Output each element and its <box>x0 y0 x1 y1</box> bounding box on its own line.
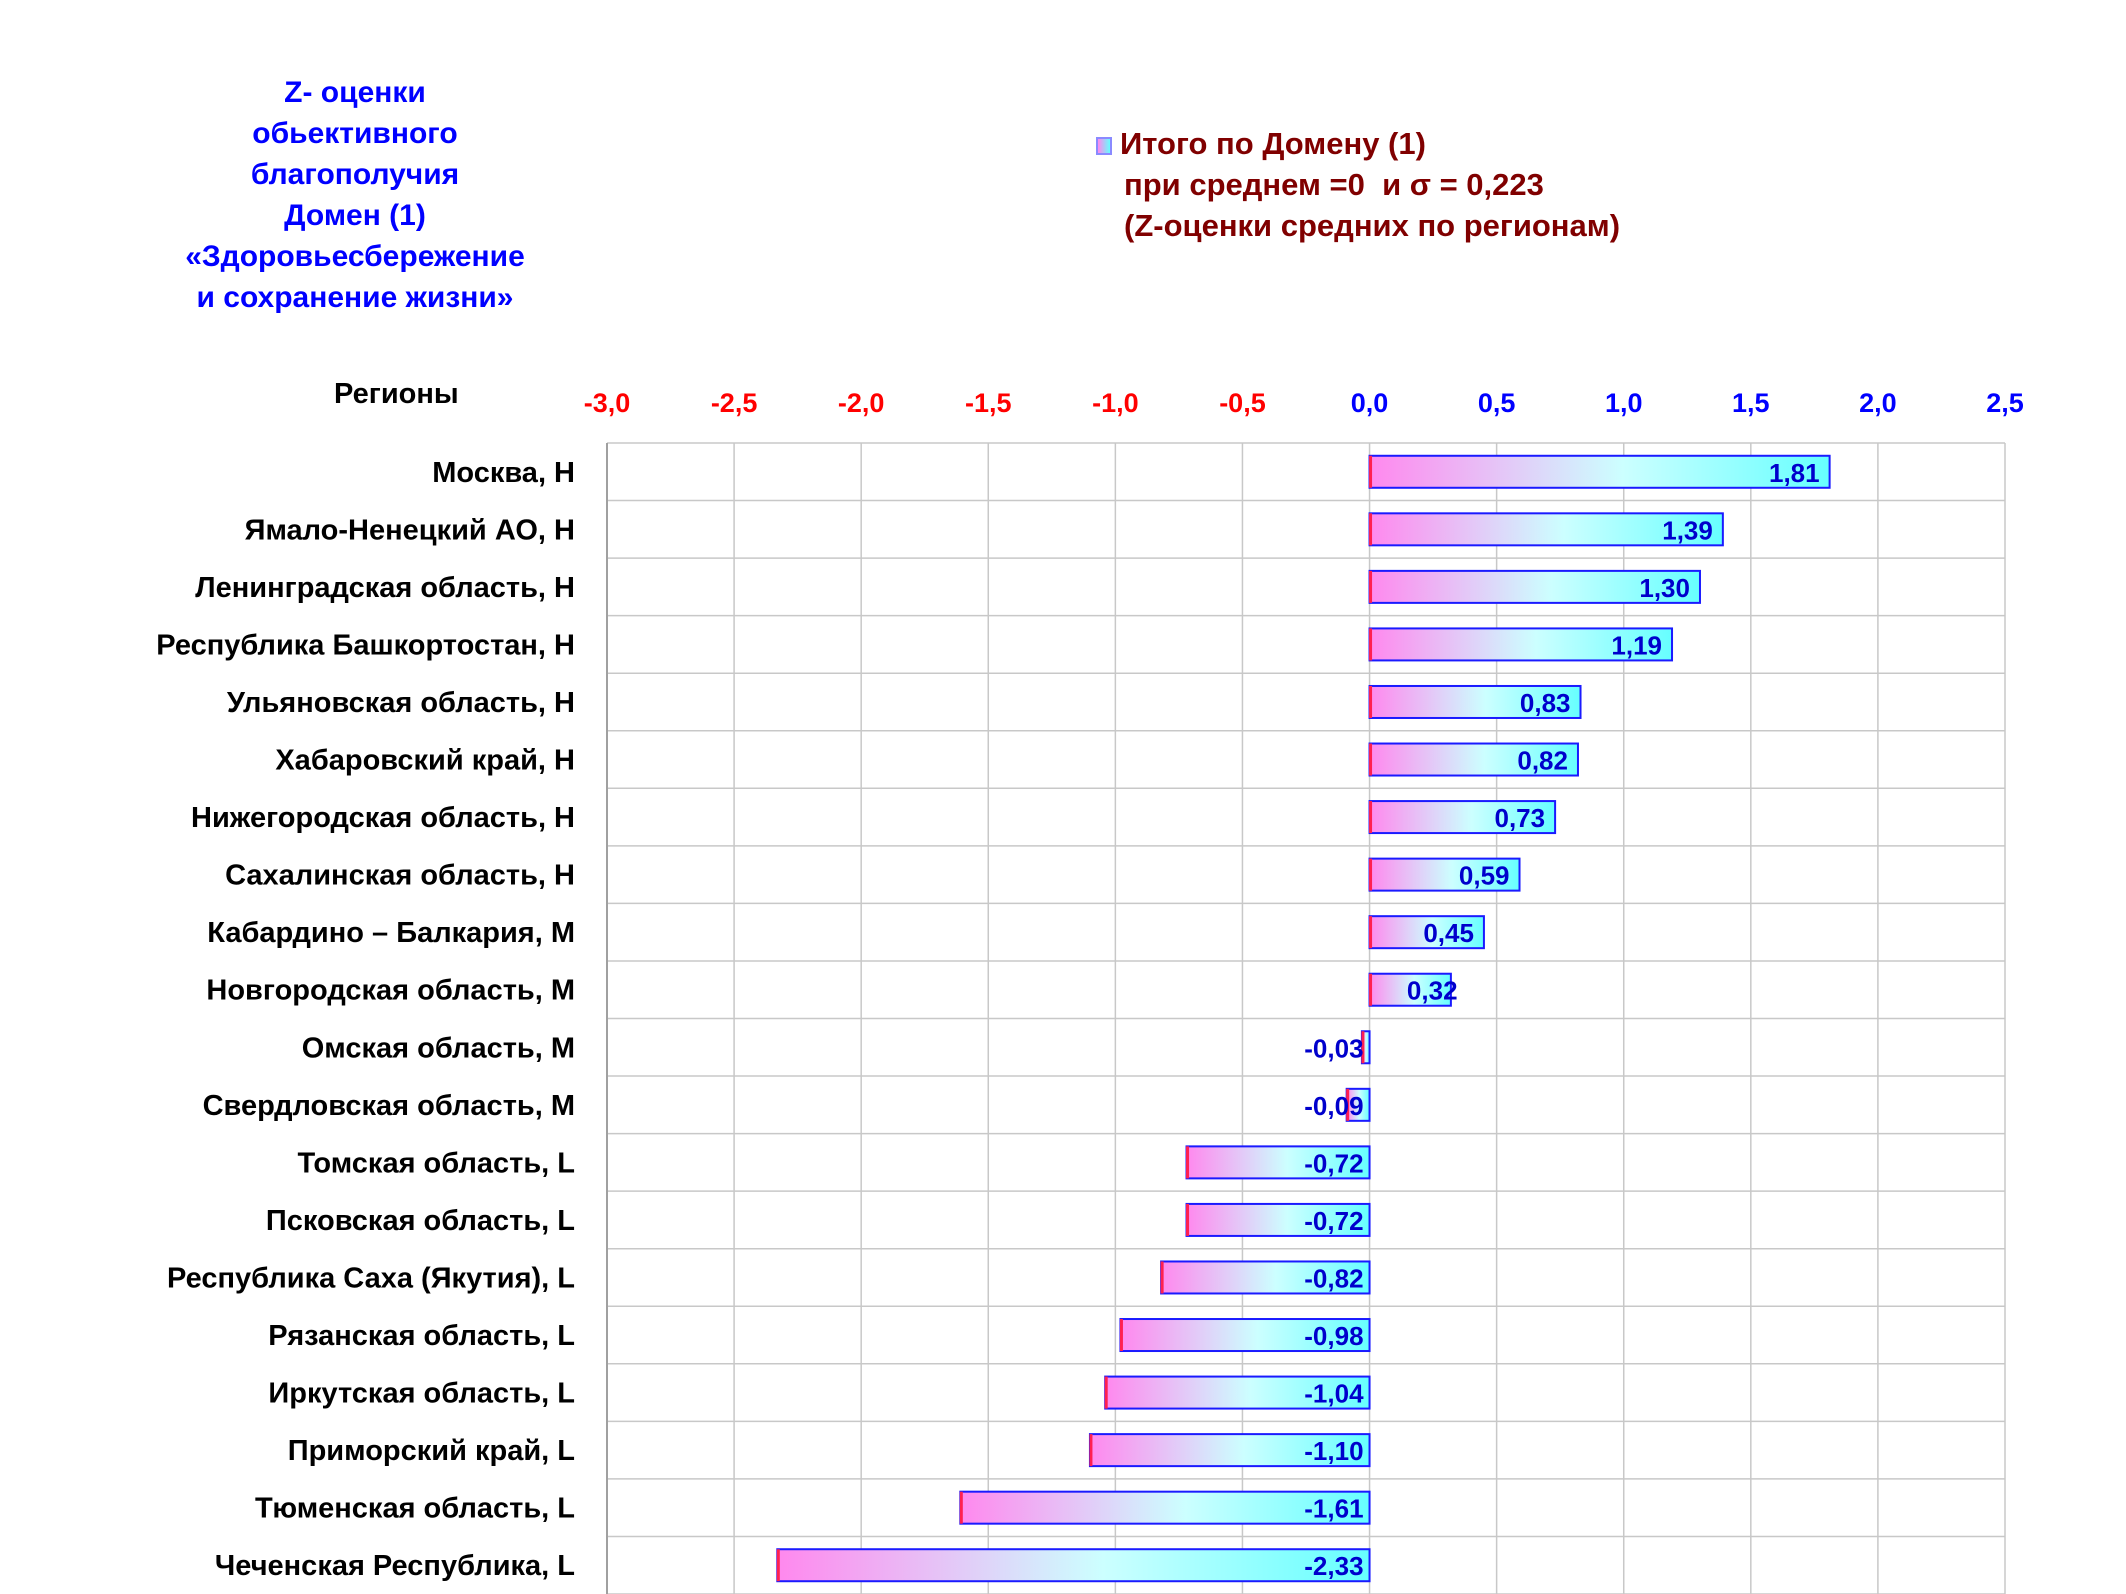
data-label: 1,30 <box>1639 573 1690 603</box>
title-line: Z- оценки <box>284 76 426 109</box>
category-label: Псковская область, L <box>266 1205 575 1237</box>
bar <box>1088 1433 1371 1468</box>
bar <box>1368 627 1674 662</box>
data-label: -0,09 <box>1304 1091 1363 1121</box>
bar <box>1368 454 1831 489</box>
bar <box>1104 1375 1371 1410</box>
data-label: 1,81 <box>1769 458 1820 488</box>
category-label: Рязанская область, L <box>268 1320 575 1352</box>
bar <box>1160 1260 1371 1295</box>
data-label: -0,72 <box>1304 1148 1363 1178</box>
y-axis-title: Регионы <box>334 378 459 410</box>
category-labels: Москва, Н Ямало-Ненецкий АО, Н Ленинградск… <box>156 457 575 1582</box>
category-label: Иркутская область, L <box>268 1378 575 1410</box>
category-label: Омская область, М <box>302 1032 575 1064</box>
category-label: Кабардино – Балкария, М <box>207 917 575 949</box>
data-label: -0,72 <box>1304 1206 1363 1236</box>
data-label: -0,98 <box>1304 1321 1363 1351</box>
x-tick-label: -2,0 <box>838 388 885 418</box>
data-label: -1,61 <box>1304 1494 1363 1524</box>
data-label: -0,82 <box>1304 1263 1363 1293</box>
bar <box>959 1490 1371 1525</box>
data-label: -1,10 <box>1304 1436 1363 1466</box>
category-label: Москва, Н <box>432 457 575 489</box>
x-tick-label: -2,5 <box>711 388 758 418</box>
gridlines <box>606 442 2006 1594</box>
title-line: благополучия <box>250 158 460 191</box>
x-tick-label: 1,0 <box>1605 388 1643 418</box>
category-label: Чеченская Республика, L <box>215 1550 575 1582</box>
legend-swatch <box>1096 137 1112 155</box>
category-label: Свердловская область, М <box>203 1090 575 1122</box>
x-tick-label: 1,5 <box>1732 388 1770 418</box>
data-label: 1,19 <box>1611 630 1662 660</box>
category-label: Республика Саха (Якутия), L <box>167 1262 575 1294</box>
legend-line: Итого по Домену (1) <box>1120 126 1426 161</box>
title-line: и сохранение жизни» <box>196 281 514 314</box>
category-label: Новгородская область, М <box>206 975 575 1007</box>
x-tick-label: 2,0 <box>1859 388 1897 418</box>
bar <box>1368 569 1701 604</box>
x-tick-label: -3,0 <box>584 388 631 418</box>
category-label: Республика Башкортостан, Н <box>156 629 575 661</box>
data-label: -1,04 <box>1304 1379 1364 1409</box>
bar <box>1368 800 1557 835</box>
title-line: обьективного <box>252 117 458 150</box>
title-line: «Здоровьесбережение <box>185 240 525 273</box>
data-label: 1,39 <box>1662 515 1713 545</box>
category-label: Тюменская область, L <box>255 1493 575 1525</box>
legend-line: при среднем =0 и σ = 0,223 <box>1124 167 1544 202</box>
legend-line: (Z-оценки средних по регионам) <box>1124 208 1621 243</box>
x-axis-ticks: -3,0 -2,5 -2,0 -1,5 -1,0 -0,5 0,0 0,5 1,0 1,5 2,0 2… <box>584 388 2024 418</box>
x-tick-label: 0,0 <box>1351 388 1389 418</box>
category-label: Хабаровский край, Н <box>275 745 575 777</box>
category-label: Приморский край, L <box>288 1435 575 1467</box>
bar <box>1119 1318 1371 1353</box>
data-label: 0,82 <box>1517 746 1568 776</box>
category-label: Нижегородская область, Н <box>191 802 575 834</box>
bars: 1,81 1,39 1,30 1,19 0,83 0,82 0,73 0,59 0,45 0,32… <box>776 454 1831 1583</box>
data-label: -0,03 <box>1304 1033 1363 1063</box>
category-label: Ленинградская область, Н <box>195 572 575 604</box>
data-label: 0,83 <box>1520 688 1571 718</box>
legend-entry: Итого по Домену (1) <box>1096 123 1620 164</box>
chart-title: Z- оценки обьективного благополучия Доме… <box>140 72 570 318</box>
data-label: 0,73 <box>1494 803 1545 833</box>
bar <box>1368 915 1485 950</box>
x-tick-label: -1,0 <box>1092 388 1139 418</box>
data-label: 0,32 <box>1407 976 1458 1006</box>
category-label: Томская область, L <box>298 1147 575 1179</box>
bar <box>776 1548 1371 1583</box>
bar <box>1185 1145 1371 1180</box>
legend: Итого по Домену (1) при среднем =0 и σ =… <box>1096 123 1620 246</box>
data-label: -2,33 <box>1304 1551 1363 1581</box>
x-tick-label: 0,5 <box>1478 388 1516 418</box>
title-line: Домен (1) <box>284 199 426 232</box>
bar <box>1368 857 1521 892</box>
category-label: Ульяновская область, Н <box>227 687 575 719</box>
x-tick-label: 2,5 <box>1986 388 2024 418</box>
data-label: 0,45 <box>1423 918 1474 948</box>
data-label: 0,59 <box>1459 861 1510 891</box>
x-tick-label: -1,5 <box>965 388 1012 418</box>
x-tick-label: -0,5 <box>1219 388 1266 418</box>
category-label: Ямало-Ненецкий АО, Н <box>245 514 575 546</box>
category-label: Сахалинская область, Н <box>225 860 575 892</box>
bar <box>1368 742 1579 777</box>
